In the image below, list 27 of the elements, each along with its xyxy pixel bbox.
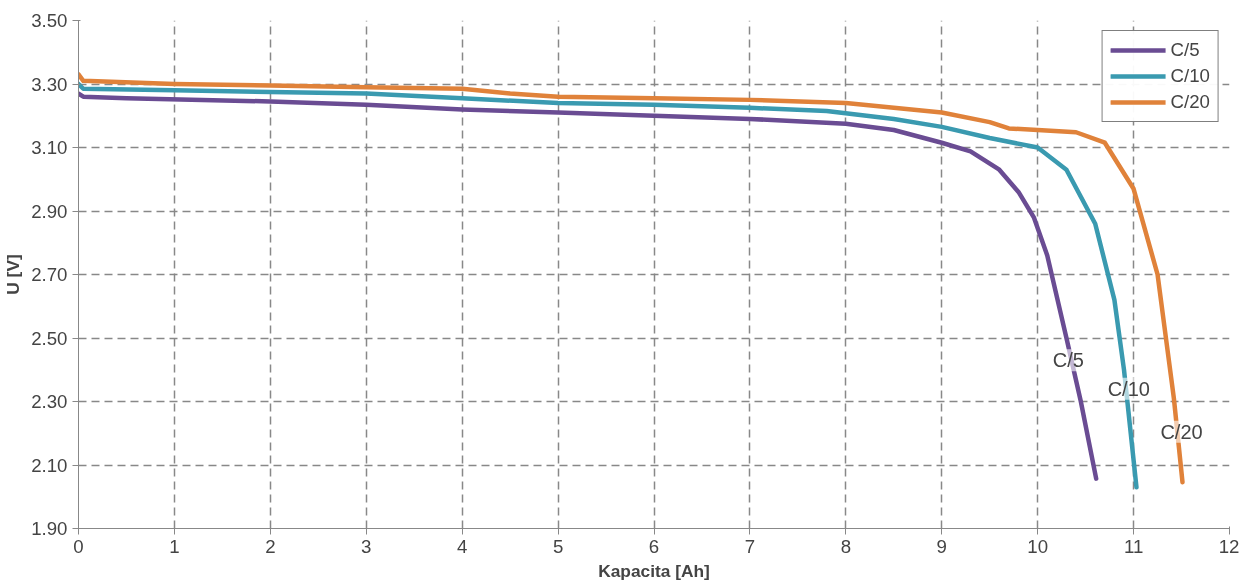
x-tick-label: 6 <box>648 535 660 557</box>
x-tick-label: 3 <box>361 535 372 557</box>
x-tick-label: 9 <box>936 535 947 557</box>
legend-label: C/5 <box>1170 39 1200 61</box>
y-tick-label: 3.10 <box>31 137 68 158</box>
x-tick-label: 12 <box>1218 535 1239 557</box>
x-tick-label: 4 <box>456 535 468 557</box>
y-tick-label: 3.50 <box>31 10 68 31</box>
x-axis-title: Kapacita [Ah] <box>598 560 710 581</box>
y-tick-label: 2.10 <box>31 454 68 476</box>
y-axis-title: U [V] <box>3 254 24 295</box>
x-tick-label: 1 <box>169 535 180 557</box>
legend-label: C/10 <box>1170 65 1210 87</box>
y-tick-label: 2.30 <box>31 391 68 412</box>
legend-label: C/20 <box>1170 91 1210 113</box>
y-tick-label: 2.50 <box>31 327 68 349</box>
x-tick-label: 5 <box>552 535 564 557</box>
x-tick-label: 8 <box>840 535 852 557</box>
y-tick-label: 3.30 <box>31 73 68 95</box>
x-tick-label: 7 <box>744 535 756 557</box>
y-tick-label: 1.90 <box>31 518 68 539</box>
y-tick-label: 2.70 <box>31 264 68 285</box>
y-tick-label: 2.90 <box>31 200 68 222</box>
x-tick-label: 0 <box>73 535 84 557</box>
x-tick-label: 10 <box>1027 535 1049 557</box>
x-tick-label: 2 <box>265 535 276 557</box>
x-tick-label: 11 <box>1123 535 1144 557</box>
